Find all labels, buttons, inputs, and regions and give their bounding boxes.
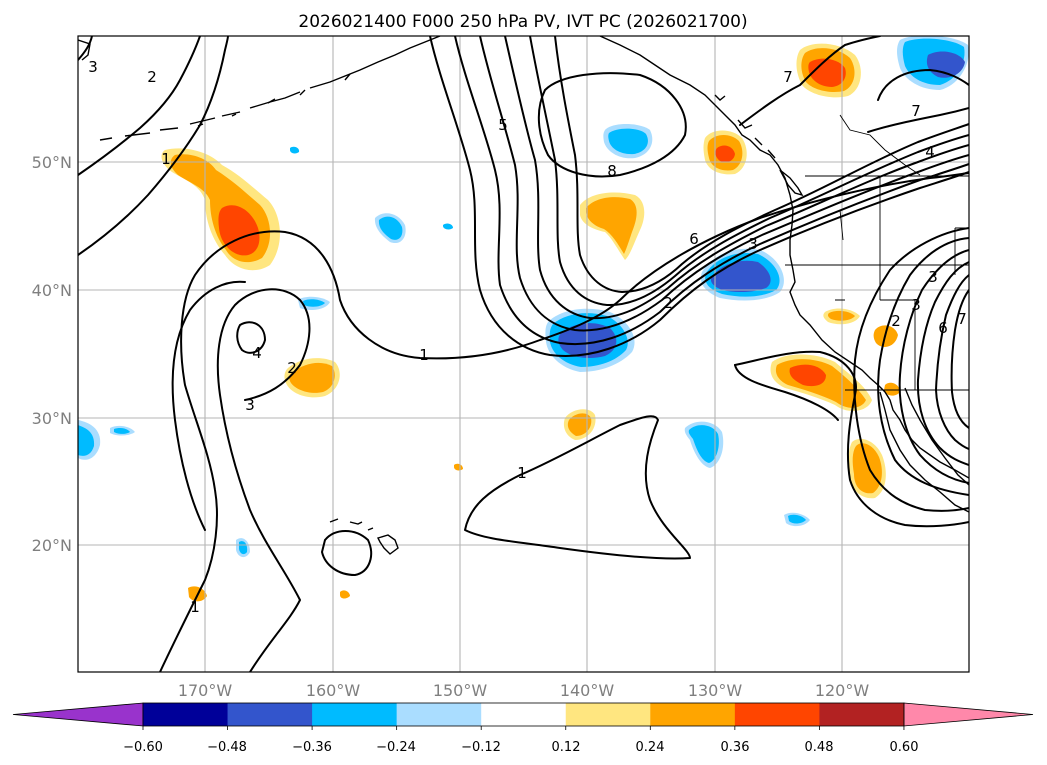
contour-label: 2 bbox=[147, 68, 157, 86]
colorbar-segment bbox=[396, 703, 482, 726]
colorbar-tick-label: 0.24 bbox=[636, 740, 665, 755]
pv-shading bbox=[78, 36, 969, 602]
lon-label: 170°W bbox=[178, 681, 233, 700]
lon-label: 160°W bbox=[306, 681, 361, 700]
contour-label: 1 bbox=[517, 464, 527, 482]
colorbar-segment bbox=[143, 703, 229, 726]
colorbar-frame bbox=[142, 702, 905, 727]
colorbar-tick-label: −0.24 bbox=[376, 740, 416, 755]
colorbar-ticks: −0.60 −0.48 −0.36 −0.24 −0.12 0.12 0.24 … bbox=[123, 740, 918, 755]
contour-label: 3 bbox=[928, 268, 938, 286]
map-title: 2026021400 F000 250 hPa PV, IVT PC (2026… bbox=[298, 12, 747, 32]
coastlines bbox=[78, 36, 969, 555]
colorbar-tick-label: 0.48 bbox=[805, 740, 834, 755]
colorbar-tick-label: −0.36 bbox=[292, 740, 332, 755]
contour-label: 5 bbox=[498, 116, 508, 134]
colorbar-tick-label: 0.12 bbox=[552, 740, 581, 755]
contour-label: 3 bbox=[748, 235, 758, 253]
contour-label: 4 bbox=[252, 344, 262, 362]
colorbar-extend-low bbox=[12, 702, 144, 727]
contour-label: 1 bbox=[419, 346, 429, 364]
lon-label: 140°W bbox=[560, 681, 615, 700]
colorbar-segment bbox=[819, 703, 905, 726]
lon-label: 120°W bbox=[815, 681, 870, 700]
contour-label: 8 bbox=[607, 162, 617, 180]
contour-label: 3 bbox=[245, 396, 255, 414]
contour-label: 1 bbox=[161, 150, 171, 168]
pv-contours bbox=[78, 36, 969, 672]
graticule bbox=[78, 36, 969, 672]
colorbar-tick-label: 0.36 bbox=[721, 740, 750, 755]
longitude-labels: 170°W 160°W 150°W 140°W 130°W 120°W bbox=[178, 681, 870, 700]
colorbar-tick-label: −0.48 bbox=[207, 740, 247, 755]
lat-label: 20°N bbox=[32, 536, 72, 555]
contour-label: 2 bbox=[287, 359, 297, 377]
lat-label: 50°N bbox=[32, 153, 72, 172]
colorbar-segment bbox=[650, 703, 736, 726]
colorbar-tick-label: −0.12 bbox=[461, 740, 501, 755]
contour-label: 3 bbox=[88, 58, 98, 76]
map-panel[interactable]: 3 2 1 4 3 2 1 5 8 6 3 2 1 7 7 4 3 3 2 6 bbox=[77, 35, 970, 673]
colorbar-segment bbox=[312, 703, 398, 726]
contour-label: 7 bbox=[911, 102, 921, 120]
contour-label: 7 bbox=[957, 310, 967, 328]
lat-label: 30°N bbox=[32, 409, 72, 428]
colorbar-segment bbox=[481, 703, 567, 726]
contour-labels: 3 2 1 4 3 2 1 5 8 6 3 2 1 7 7 4 3 3 2 6 bbox=[88, 58, 967, 616]
colorbar-segment bbox=[227, 703, 313, 726]
lon-label: 130°W bbox=[688, 681, 743, 700]
colorbar-tick-label: 0.60 bbox=[890, 740, 919, 755]
map-frame bbox=[77, 35, 970, 673]
colorbar-tick-label: −0.60 bbox=[123, 740, 163, 755]
colorbar-segment bbox=[565, 703, 651, 726]
contour-label: 6 bbox=[938, 319, 948, 337]
contour-label: 2 bbox=[891, 312, 901, 330]
colorbar-extend-high bbox=[903, 702, 1034, 727]
contour-label: 4 bbox=[925, 143, 935, 161]
colorbar-segment bbox=[734, 703, 820, 726]
lat-label: 40°N bbox=[32, 281, 72, 300]
lon-label: 150°W bbox=[433, 681, 488, 700]
map-background bbox=[78, 36, 969, 672]
contour-label: 3 bbox=[911, 296, 921, 314]
latitude-labels: 50°N 40°N 30°N 20°N bbox=[32, 153, 72, 555]
contour-label: 1 bbox=[190, 598, 200, 616]
contour-label: 2 bbox=[663, 294, 673, 312]
colorbar bbox=[12, 702, 1034, 730]
contour-label: 6 bbox=[689, 230, 699, 248]
contour-label: 7 bbox=[783, 68, 793, 86]
